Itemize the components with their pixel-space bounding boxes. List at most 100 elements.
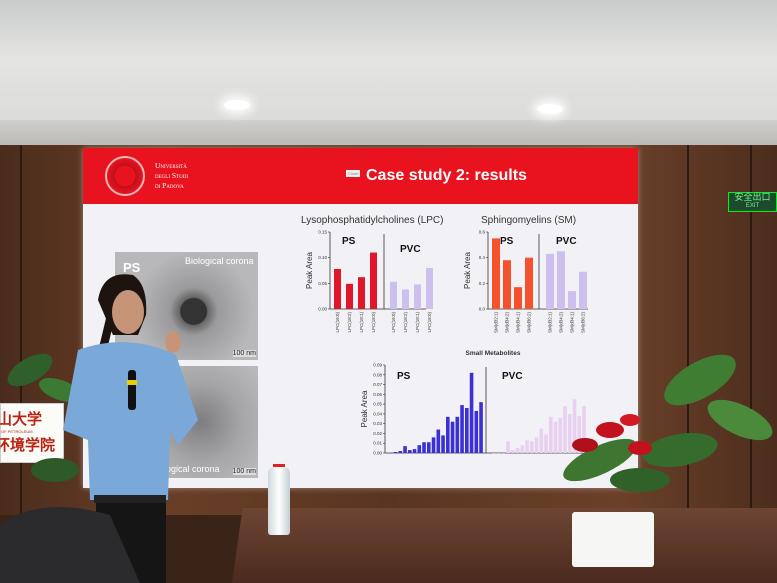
x-tick-label: LPC(18:0) [371,312,376,333]
bar [511,450,515,453]
x-tick-label: LPC(18:2) [347,312,352,333]
banner-text: 环境学院 [0,437,56,454]
y-tick-label: 0.6 [479,230,486,235]
bar [563,406,567,453]
ceiling-light [537,104,563,114]
university-seal-logo [105,156,145,196]
bar [503,260,511,309]
group-label: PVC [400,244,421,255]
ceiling-soffit [0,120,777,148]
bar [398,451,403,453]
scale-bar-label: 100 nm [232,350,256,357]
x-tick-label: SM(d34:2) [559,312,564,334]
bar [417,445,422,453]
bar [546,253,554,309]
bar [427,442,431,453]
bar [446,416,450,453]
banner: 山大学 OF PETROLEUM 环境学院 [0,403,64,463]
x-tick-label: LPC(16:0) [335,312,340,333]
water-bottle [268,467,290,535]
bar [577,415,582,453]
x-tick-label: LPC(18:0) [427,312,432,333]
bar [572,399,577,453]
bar [469,372,474,453]
y-tick-label: 0.05 [373,402,382,407]
bar [414,284,421,309]
slide-charts: Lysophosphatidylcholines (LPC) 0.00 0.05 0.… [301,215,588,456]
bar [544,434,548,453]
chart-title: Small Metabolites [466,350,521,357]
bar [525,257,533,309]
bar [549,416,553,453]
bar [390,281,397,309]
y-tick-label: 0.05 [318,281,327,286]
x-tick-label: LPC(18:2) [403,312,408,333]
group-label: PS [397,371,411,382]
wall-seam [20,145,22,515]
bar [568,291,576,309]
university-line: degli Studi [155,171,188,180]
x-tick-label: SM(d34:1) [516,312,521,334]
scale-bar-label: 100 nm [232,468,256,475]
y-tick-label: 0.04 [373,411,382,416]
wall-seam [750,145,752,515]
bar [520,445,525,453]
bar [358,277,365,309]
bar [534,437,539,453]
x-tick-label: SM(d34:1) [570,312,575,334]
bar [506,441,510,453]
y-tick-label: 0.08 [373,372,382,377]
bar [514,287,522,309]
slide-header: Università degli Studi di Padova Close C… [83,148,638,204]
bar [422,442,426,453]
banner-text: OF PETROLEUM [1,429,33,434]
group-label: PVC [502,371,523,382]
bar [558,417,563,453]
x-tick-label: LPC(18:1) [415,312,420,333]
y-tick-label: 0.02 [373,431,382,436]
close-tag[interactable]: Close [346,170,361,177]
y-tick-label: 0.00 [373,451,382,456]
ceiling-light [224,100,250,110]
university-line: Università [155,161,187,170]
y-axis-label: Peak Area [305,251,314,288]
group-label: PS [342,236,356,247]
university-name: Università degli Studi di Padova [155,161,188,191]
exit-sign: 安全出口 EXIT [728,192,777,212]
bar [436,429,441,453]
bar [492,238,500,309]
x-tick-label: SM(d34:2) [505,312,510,334]
group-label: PS [500,236,514,247]
tem-annotation: Biological corona [185,256,254,266]
bar [479,402,483,453]
x-tick-label: LPC(18:1) [359,312,364,333]
bar [334,268,341,309]
y-tick-label: 0.0 [479,307,486,312]
flower-pot [572,512,654,567]
university-line: di Padova [155,181,184,190]
bar [460,405,464,453]
x-tick-label: SM(d32:1) [548,312,553,334]
bar [568,413,572,453]
bar [412,449,417,453]
x-tick-label: LPC(16:0) [391,312,396,333]
bar [474,410,479,453]
bar [465,408,469,453]
presenter [63,274,198,583]
bar [530,441,534,453]
potted-plants [563,354,773,492]
y-tick-label: 0.09 [373,363,382,368]
bar [346,283,353,309]
y-tick-label: 0.15 [318,230,327,235]
banner-text: 山大学 [0,411,43,428]
bar [455,416,460,453]
y-tick-label: 0.06 [373,392,382,397]
bar [553,421,558,453]
y-axis-label: Peak Area [463,251,472,288]
x-tick-label: SM(d32:1) [494,312,499,334]
y-tick-label: 0.2 [479,281,486,286]
bar [582,406,586,453]
bar [579,271,587,309]
bar [450,421,455,453]
y-tick-label: 0.10 [318,255,327,260]
